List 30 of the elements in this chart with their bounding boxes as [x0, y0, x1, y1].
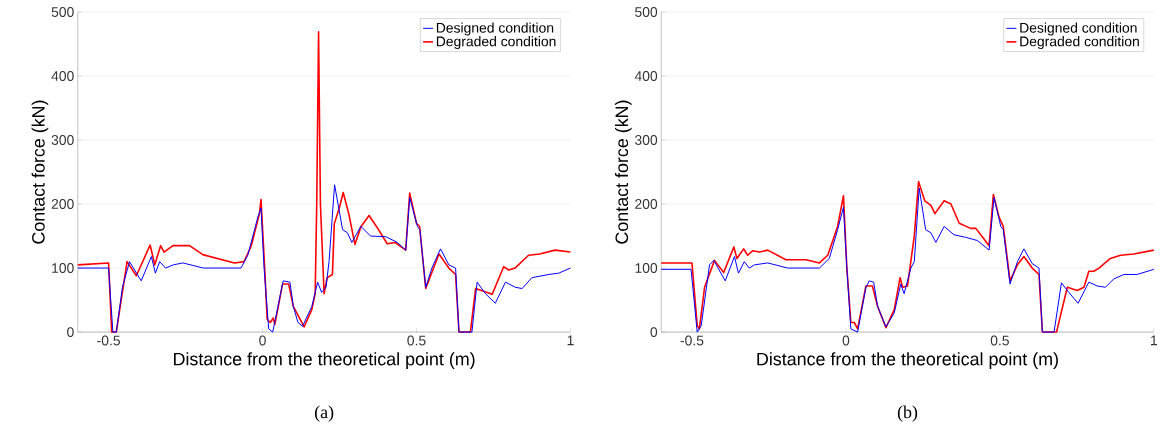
y-tick-label: 200 [635, 199, 658, 210]
legend-label: Designed condition [436, 22, 554, 36]
text: (b) [897, 405, 918, 422]
y-tick-label: 500 [635, 7, 658, 17]
y-tick-label: 100 [635, 263, 658, 274]
x-tick-label: 0 [259, 335, 266, 346]
legend-label: Degraded condition [436, 36, 556, 50]
y-tick-label: 300 [51, 135, 74, 146]
x-tick-label: 0.5 [407, 335, 426, 346]
y-axis-title: Contact force (kN) [31, 100, 49, 244]
x-tick-label: 1 [567, 335, 574, 346]
y-tick-label: 0 [67, 327, 74, 338]
y-tick-label: 100 [52, 263, 74, 274]
y-tick-label: 400 [634, 71, 658, 82]
y-tick-label: 400 [51, 71, 74, 82]
y-tick-label: 200 [51, 199, 74, 210]
y-tick-label: 300 [635, 135, 658, 146]
y-tick-label: 0 [650, 327, 658, 338]
legend-label: Degraded condition [1020, 36, 1139, 50]
x-tick-label: 1 [1151, 335, 1158, 346]
y-axis-title: Contact force (kN) [614, 100, 632, 244]
x-axis-title: Distance from the theoretical point (m) [757, 352, 1058, 370]
text: (a) [314, 405, 334, 422]
x-axis-title: Distance from the theoretical point (m) [174, 352, 475, 370]
legend-label: Designed condition [1020, 22, 1137, 36]
x-tick-label: 0.5 [990, 335, 1009, 346]
x-tick-label: 0 [842, 335, 850, 346]
y-tick-label: 500 [51, 7, 74, 17]
x-tick-label: -0.5 [680, 335, 704, 346]
x-tick-label: -0.5 [97, 335, 120, 346]
